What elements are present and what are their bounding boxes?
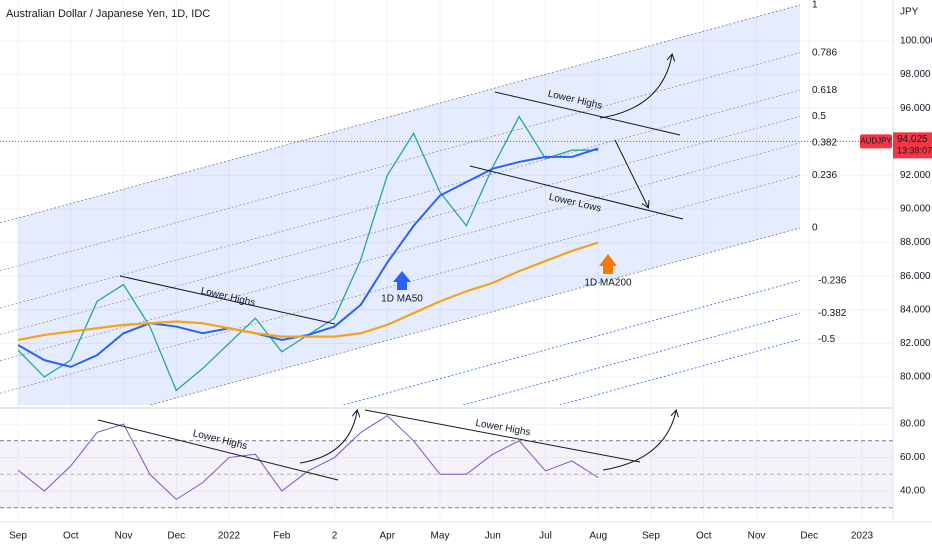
symbol: AUDJPY <box>860 136 892 145</box>
y-tick-label: 84.000 <box>900 304 931 315</box>
y-tick-label: 90.000 <box>900 204 931 215</box>
x-tick-label: Dec <box>800 531 818 542</box>
fib-channel <box>0 4 801 405</box>
y-tick-label: 100.000 <box>900 36 932 47</box>
x-tick-label: Feb <box>273 531 291 542</box>
fib-label: 0.786 <box>812 47 837 58</box>
y-tick-label: 82.000 <box>900 338 931 349</box>
price-box <box>893 132 932 159</box>
ma200-arrow <box>599 254 617 274</box>
y-tick-label: 96.000 <box>900 103 931 114</box>
y-tick-label: 80.00 <box>900 419 925 430</box>
x-tick-label: Nov <box>748 531 766 542</box>
x-tick-label: May <box>431 531 450 542</box>
x-tick-label: Sep <box>9 531 27 542</box>
series <box>0 115 893 501</box>
ma50-arrow <box>393 271 411 290</box>
chart-title: Australian Dollar / Japanese Yen, 1D, ID… <box>6 8 210 20</box>
x-tick-label: Nov <box>115 531 133 542</box>
x-tick-label: Jul <box>539 531 552 542</box>
x-tick-label: Sep <box>642 531 660 542</box>
countdown: 13:38:07 <box>897 146 932 156</box>
ma200-label: 1D MA200 <box>584 278 632 289</box>
series-line <box>17 415 599 501</box>
x-tick-label: Oct <box>696 531 712 542</box>
ma50-label: 1D MA50 <box>381 294 423 305</box>
x-tick-label: 2022 <box>218 531 241 542</box>
y-tick-label: 80.000 <box>900 372 931 383</box>
currency: JPY <box>900 7 919 18</box>
y-tick-label: 86.000 <box>900 271 931 282</box>
fib-label: -0.236 <box>818 275 847 286</box>
fib-label: -0.5 <box>818 334 836 345</box>
last-price: 94.025 <box>897 134 928 145</box>
y-tick-label: 92.000 <box>900 170 931 181</box>
fib-label: 0.5 <box>812 111 826 122</box>
x-tick-label: 2023 <box>851 531 874 542</box>
fib-label: 0.236 <box>812 170 837 181</box>
y-tick-label: 60.00 <box>900 452 925 463</box>
series-line <box>17 147 599 368</box>
fib-label: 0 <box>812 223 818 234</box>
y-tick-label: 88.000 <box>900 237 931 248</box>
y-tick-label: 40.00 <box>900 486 925 497</box>
channel-fill <box>18 4 800 405</box>
x-tick-label: 2 <box>332 531 338 542</box>
fib-label: -0.382 <box>818 308 847 319</box>
x-tick-label: Apr <box>379 531 395 542</box>
x-tick-label: Dec <box>167 531 185 542</box>
fib-label: 0.618 <box>812 85 837 96</box>
fib-label: 1 <box>812 0 818 11</box>
symbol-box <box>860 134 892 149</box>
x-tick-label: Oct <box>63 531 79 542</box>
fib-label: 0.382 <box>812 137 837 148</box>
x-tick-label: Aug <box>589 531 607 542</box>
drawings <box>97 55 684 481</box>
x-tick-label: Jun <box>485 531 501 542</box>
y-tick-label: 98.000 <box>900 69 931 80</box>
series-line <box>17 241 599 342</box>
